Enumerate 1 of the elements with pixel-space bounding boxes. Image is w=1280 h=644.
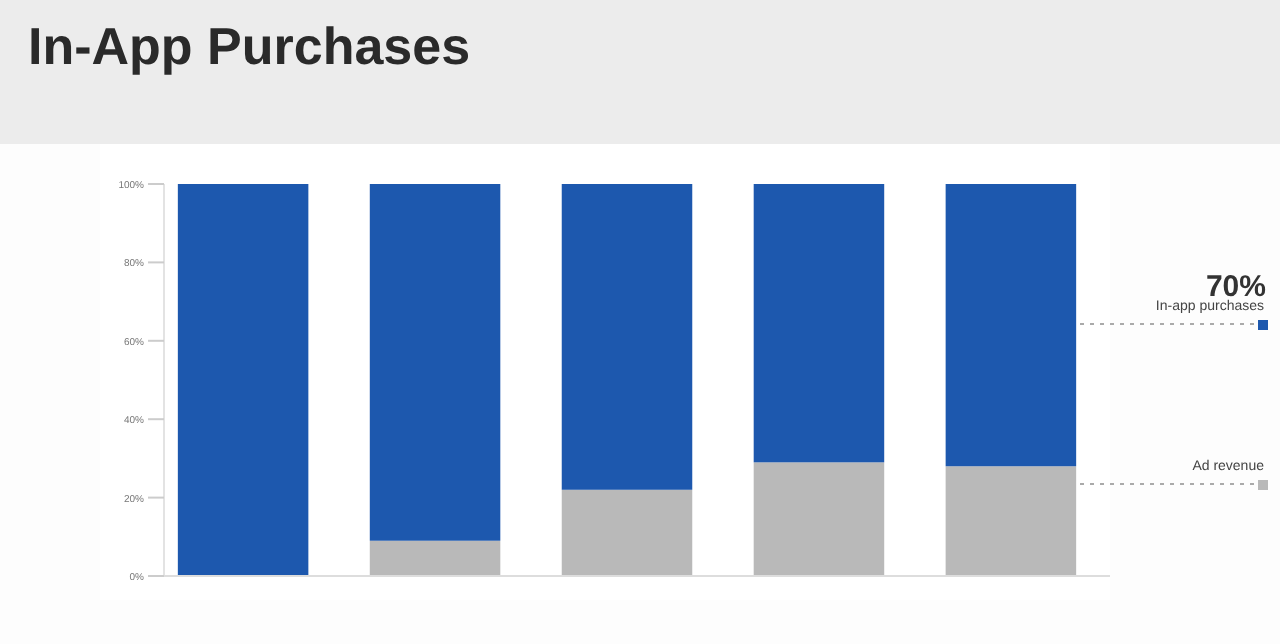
chart-title: In-App Purchases	[28, 16, 471, 76]
